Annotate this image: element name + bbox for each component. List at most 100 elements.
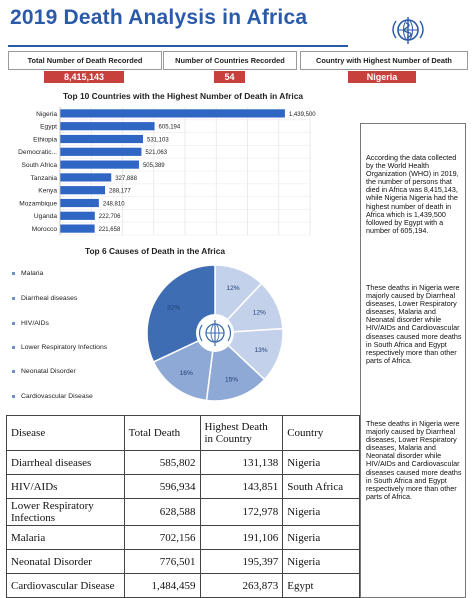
- legend-marker: [12, 297, 15, 300]
- table-cell: 191,106: [199, 525, 284, 550]
- table-row: Lower Respiratory Infections 628,588 172…: [6, 498, 360, 526]
- title-underline: [8, 45, 348, 47]
- pie-slice-label: 16%: [180, 370, 193, 377]
- who-emblem-icon: [198, 320, 232, 346]
- bar-category-label: Democratic...: [18, 149, 57, 156]
- bar: [60, 224, 95, 233]
- table-header-row: Disease Total Death Highest Death in Cou…: [6, 415, 360, 451]
- table-cell: Nigeria: [282, 525, 360, 550]
- table-row: Diarrheal diseases 585,802 131,138 Niger…: [6, 450, 360, 475]
- table-header-cell: Country: [282, 415, 360, 451]
- table-cell: 702,156: [123, 525, 201, 550]
- bar-value-label: 221,658: [99, 227, 121, 233]
- note-paragraph-2: These deaths in Nigeria were majorly cau…: [366, 283, 462, 365]
- table-row: HIV/AIDs 596,934 143,851 South Africa: [6, 474, 360, 499]
- bar-value-label: 248,810: [103, 201, 125, 207]
- legend-item: Lower Respiratory Infections: [12, 344, 107, 351]
- disease-table: Disease Total Death Highest Death in Cou…: [6, 415, 360, 598]
- bar-category-label: South Africa: [21, 162, 57, 169]
- legend-item: Neonatal Disorder: [12, 368, 76, 375]
- legend-item: HIV/AIDs: [12, 320, 49, 327]
- bar: [60, 198, 99, 208]
- table-cell: 143,851: [199, 474, 284, 499]
- pie-slice-label: 15%: [225, 377, 238, 384]
- table-cell: 776,501: [123, 549, 201, 574]
- bar-value-label: 531,103: [147, 137, 169, 143]
- bar-chart: Nigeria 1,439,500 Egypt 605,194 Ethiopia 531,…: [18, 107, 316, 236]
- legend-item: Diarrheal diseases: [12, 295, 77, 302]
- bar-value-label: 521,063: [145, 150, 167, 156]
- bar: [60, 122, 155, 131]
- bar-value-label: 327,888: [115, 176, 137, 182]
- bar-value-label: 505,389: [143, 163, 165, 169]
- bar-category-label: Nigeria: [36, 111, 57, 118]
- legend-label: Diarrheal diseases: [21, 295, 78, 302]
- legend-marker: [12, 322, 15, 325]
- table-cell: Nigeria: [282, 549, 360, 574]
- bar: [60, 211, 95, 220]
- legend-label: Cardiovascular Disease: [21, 393, 93, 400]
- table-cell: 131,138: [199, 450, 284, 475]
- table-row: Malaria 702,156 191,106 Nigeria: [6, 525, 360, 550]
- legend-item: Cardiovascular Disease: [12, 393, 93, 400]
- bar-category-label: Egypt: [40, 124, 57, 131]
- stat-label-highest-country: Country with Highest Number of Death: [300, 51, 468, 70]
- table-row: Neonatal Disorder 776,501 195,397 Nigeri…: [6, 549, 360, 574]
- table-cell: South Africa: [282, 474, 360, 499]
- pie-slice-label: 12%: [253, 310, 266, 317]
- pie-chart-title: Top 6 Causes of Death in the Africa: [84, 246, 226, 256]
- table-cell: Diarrheal diseases: [6, 450, 125, 475]
- legend-label: Malaria: [21, 270, 44, 277]
- bar: [60, 109, 285, 118]
- bar-category-label: Morocco: [32, 226, 58, 233]
- bar-category-label: Uganda: [34, 213, 57, 220]
- table-cell: HIV/AIDs: [6, 474, 125, 499]
- stat-label-total-deaths: Total Number of Death Recorded: [8, 51, 162, 70]
- pie-chart: 12% 12% 13% 15% 16% 32%: [146, 264, 284, 402]
- bar: [60, 173, 112, 182]
- table-cell: Lower Respiratory Infections: [6, 498, 125, 526]
- table-header-cell: Disease: [6, 415, 125, 451]
- pie-slice-label: 12%: [226, 285, 239, 292]
- table-header-cell: Highest Death in Country: [199, 415, 284, 451]
- bar-category-label: Ethiopia: [33, 136, 57, 143]
- stat-value-countries: 54: [214, 71, 245, 83]
- stat-value-highest-country: Nigeria: [348, 71, 416, 83]
- legend-marker: [12, 346, 15, 349]
- table-cell: 628,588: [123, 498, 201, 526]
- table-cell: 172,978: [199, 498, 284, 526]
- page-title: 2019 Death Analysis in Africa: [10, 6, 308, 29]
- table-cell: Nigeria: [282, 450, 360, 475]
- table-cell: 596,934: [123, 474, 201, 499]
- legend-marker: [12, 370, 15, 373]
- table-header-cell: Total Death: [123, 415, 201, 451]
- table-cell: Neonatal Disorder: [6, 549, 125, 574]
- bar: [60, 134, 143, 144]
- legend-label: Neonatal Disorder: [21, 368, 76, 375]
- table-cell: Nigeria: [282, 498, 360, 526]
- stat-label-countries: Number of Countries Recorded: [163, 51, 297, 70]
- bar-value-label: 1,439,500: [289, 112, 316, 118]
- legend-item: Malaria: [12, 270, 43, 277]
- note-paragraph-1: According the data collected by the Worl…: [366, 153, 459, 235]
- bar-value-label: 222,706: [99, 214, 121, 220]
- table-cell: 195,397: [199, 549, 284, 574]
- table-cell: 585,802: [123, 450, 201, 475]
- bar: [60, 160, 139, 169]
- pie-slice: [152, 331, 216, 402]
- pie-slice-label: 32%: [167, 304, 180, 311]
- table-cell: Malaria: [6, 525, 125, 550]
- note-paragraph-3: These deaths in Nigeria were majorly cau…: [366, 419, 462, 501]
- legend-label: HIV/AIDs: [21, 320, 49, 327]
- pie-slice-label: 13%: [254, 347, 267, 354]
- bar-category-label: Kenya: [38, 188, 57, 195]
- bar-category-label: Mozambique: [19, 200, 57, 207]
- legend-marker: [12, 272, 15, 275]
- bar-chart-title: Top 10 Countries with the Highest Number…: [62, 91, 304, 101]
- bar: [60, 186, 106, 195]
- stat-value-total-deaths: 8,415,143: [44, 71, 124, 83]
- bar-value-label: 288,177: [109, 189, 131, 195]
- legend-label: Lower Respiratory Infections: [21, 344, 108, 351]
- who-emblem-icon: [392, 17, 424, 44]
- bar-category-label: Tanzania: [31, 175, 58, 182]
